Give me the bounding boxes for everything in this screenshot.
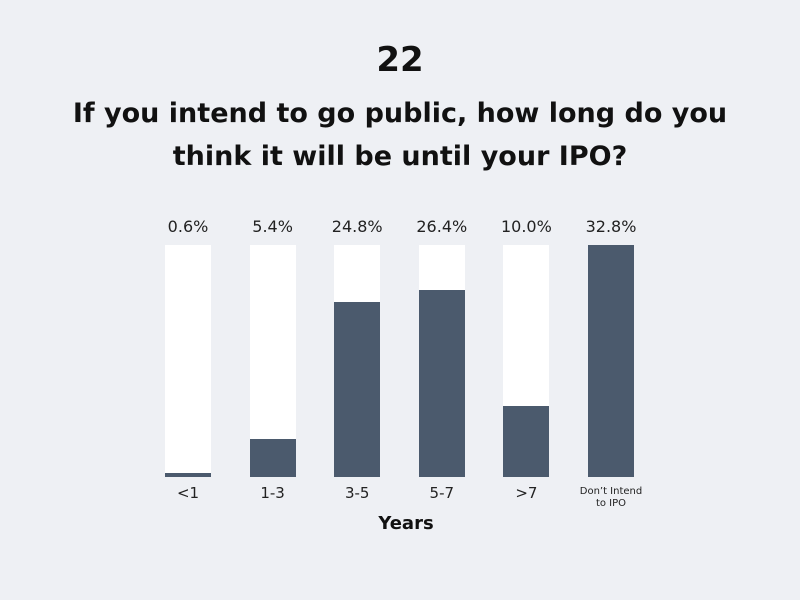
value-label: 24.8%: [331, 217, 383, 236]
value-label: 0.6%: [167, 217, 209, 236]
bar: [165, 472, 211, 477]
bar: [418, 290, 465, 477]
bar: [588, 245, 634, 477]
bar: [249, 438, 296, 477]
value-label: 32.8%: [585, 217, 637, 236]
bar: [334, 301, 381, 477]
x-tick-label: <1: [176, 484, 200, 502]
x-tick-label: 1-3: [260, 484, 285, 502]
value-label: 26.4%: [416, 217, 468, 236]
x-axis-label: Years: [378, 513, 434, 534]
x-tick-label: 5-7: [429, 484, 455, 502]
value-label: 10.0%: [500, 217, 552, 236]
value-label: 5.4%: [252, 217, 293, 236]
bar: [503, 406, 550, 477]
bar-track: [165, 245, 211, 477]
x-tick-label: >7: [515, 484, 538, 502]
bar-track: [249, 245, 296, 477]
chart-number: 22: [376, 40, 424, 80]
x-tick-label: Don’t Intend to IPO: [579, 486, 643, 509]
chart-title: If you intend to go public, how long do …: [72, 98, 728, 172]
x-tick-label: 3-5: [344, 484, 370, 502]
